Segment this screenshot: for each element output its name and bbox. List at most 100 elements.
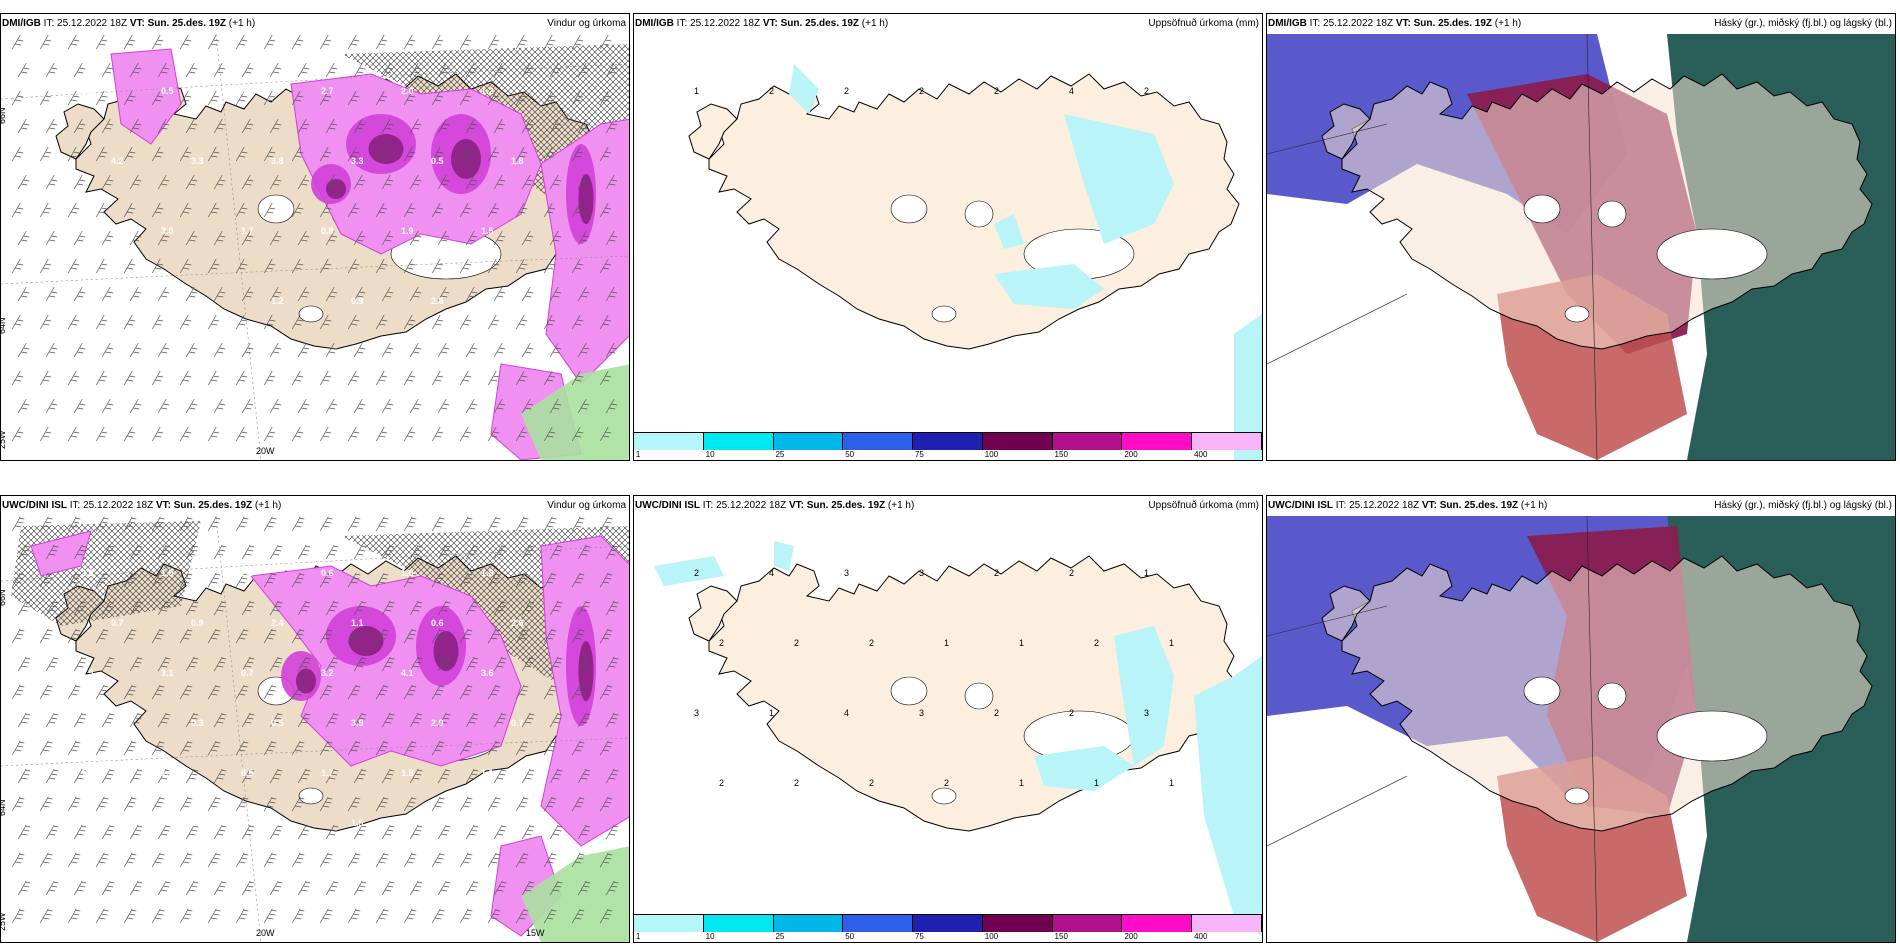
- map-view[interactable]: 2 4 3 3 2 2 1 2 2 2 1 1 2 1 3 1 4 3 2 2 3 2 2 2 2 1 1 1 1 10 25 50 75 100…: [634, 516, 1262, 942]
- precip-value-label: 2.4: [271, 618, 284, 628]
- colorbar-tick-label: 1: [635, 932, 641, 941]
- colorbar-tick-label: 10: [705, 450, 715, 459]
- panel-title: DMI/IGB IT: 25.12.2022 18Z VT: Sun. 25.d…: [1268, 18, 1522, 29]
- map-view[interactable]: [1267, 516, 1895, 942]
- precip-value-label: 1.7: [321, 768, 334, 778]
- accum-value-label: 4: [769, 568, 774, 578]
- panel-uwc-accum: UWC/DINI ISL IT: 25.12.2022 18Z VT: Sun.…: [633, 495, 1263, 943]
- precip-value-label: 1.1: [351, 618, 364, 628]
- panel-dmi-accum: DMI/IGB IT: 25.12.2022 18Z VT: Sun. 25.d…: [633, 13, 1263, 461]
- colorbar-legend: 1 10 25 50 75 100 150 200 400: [634, 432, 1262, 460]
- grid-label: 64N: [1, 799, 7, 816]
- product-label: Háský (gr.), miðský (fj.bl.) og lágský (…: [1714, 500, 1892, 511]
- panel-title: UWC/DINI ISL IT: 25.12.2022 18Z VT: Sun.…: [635, 500, 915, 511]
- grid-label: 64N: [1, 317, 7, 334]
- precip-value-label: 0.5: [431, 156, 444, 166]
- accum-value-label: 2: [869, 638, 874, 648]
- grid-label: 66N: [1, 107, 7, 124]
- accum-value-label: 2: [1069, 568, 1074, 578]
- accum-value-label: 1: [1019, 638, 1024, 648]
- precip-value-label: 3.2: [321, 668, 334, 678]
- accum-value-label: 2: [794, 778, 799, 788]
- precip-value-label: 1.0: [161, 768, 174, 778]
- precip-value-label: 0.7: [241, 668, 254, 678]
- accum-value-label: 2: [769, 86, 774, 96]
- colorbar-swatch: [1192, 433, 1262, 450]
- accum-value-label: 4: [1069, 86, 1074, 96]
- map-canvas: 1 2 2 2 2 4 2: [634, 34, 1262, 460]
- panel-title: UWC/DINI ISL IT: 25.12.2022 18Z VT: Sun.…: [2, 500, 282, 511]
- precip-value-label: 1.9: [401, 226, 414, 236]
- colorbar-swatch: [1052, 433, 1123, 450]
- accum-value-label: 4: [844, 708, 849, 718]
- precip-value-label: 2.0: [431, 818, 444, 828]
- colorbar-swatch: [1122, 915, 1193, 932]
- colorbar-tick-label: 400: [1194, 450, 1208, 459]
- grid-label: 25W: [1, 430, 7, 449]
- accum-value-label: 3: [694, 708, 699, 718]
- colorbar-tick-label: 100: [984, 932, 999, 941]
- product-label: Uppsöfnuð úrkoma (mm): [1148, 500, 1259, 511]
- colorbar-swatch: [703, 433, 774, 450]
- colorbar-tick-label: 100: [984, 450, 999, 459]
- map-canvas: [1267, 34, 1895, 460]
- precip-value-label: 0.3: [401, 868, 414, 878]
- colorbar-tick-label: 75: [914, 450, 924, 459]
- precip-value-label: 1.0: [401, 568, 414, 578]
- accum-value-label: 2: [794, 638, 799, 648]
- precip-value-label: 0.3: [321, 868, 334, 878]
- colorbar-tick-label: 25: [775, 932, 785, 941]
- accum-value-label: 2: [1144, 86, 1149, 96]
- precip-value-label: 1.8: [401, 768, 414, 778]
- precip-value-label: 2.4: [111, 818, 124, 828]
- precip-value-label: 4.2: [111, 156, 124, 166]
- map-view[interactable]: [1267, 34, 1895, 460]
- accum-value-label: 2: [844, 86, 849, 96]
- precip-value-label: 2.9: [431, 718, 444, 728]
- precip-value-label: 2.0: [401, 86, 414, 96]
- precip-value-label: 2.1: [241, 86, 254, 96]
- precip-value-label: 3.1: [161, 668, 174, 678]
- precip-value-label: 1.5: [161, 568, 174, 578]
- accum-value-label: 2: [719, 638, 724, 648]
- map-view[interactable]: 66N 64N 25W 20W 15W 2.9 1.5 2.9 0.6 1.0 1.8 0.7 0.9 2…: [1, 516, 629, 942]
- precip-value-label: 3.0: [161, 226, 174, 236]
- map-view[interactable]: 1 2 2 2 2 4 2 1 10 25 50 75 100 150 200 400: [634, 34, 1262, 460]
- precip-value-label: 0.7: [111, 618, 124, 628]
- accum-value-label: 1: [769, 708, 774, 718]
- panel-header: DMI/IGB IT: 25.12.2022 18Z VT: Sun. 25.d…: [634, 14, 1262, 34]
- precip-value-label: 0.9: [191, 618, 204, 628]
- precip-value-label: 1.3: [241, 868, 254, 878]
- accum-value-label: 3: [919, 568, 924, 578]
- panel-header: DMI/IGB IT: 25.12.2022 18Z VT: Sun. 25.d…: [1267, 14, 1895, 34]
- map-view[interactable]: 66N 64N 25W 20W 1.5 0.5 2.1 2.7 2.0 1.2 4.2 3.3 3.8 3…: [1, 34, 629, 460]
- product-label: Uppsöfnuð úrkoma (mm): [1148, 18, 1259, 29]
- accum-value-label: 2: [944, 778, 949, 788]
- precip-value-label: 2.8: [431, 296, 444, 306]
- precip-value-label: 4.1: [401, 668, 414, 678]
- map-canvas: [1267, 516, 1895, 942]
- precip-value-label: 0.6: [321, 568, 334, 578]
- precip-value-label: 2.3: [111, 296, 124, 306]
- precip-value-label: 0.8: [321, 226, 334, 236]
- colorbar-tick-label: 200: [1124, 932, 1138, 941]
- precip-value-label: 0.3: [511, 818, 524, 828]
- precip-value-label: 0.5: [81, 668, 94, 678]
- colorbar-tick-label: 150: [1054, 450, 1068, 459]
- colorbar-swatch: [703, 915, 774, 932]
- precip-value-label: 1.8: [481, 568, 494, 578]
- colorbar-tick-label: 400: [1194, 932, 1208, 941]
- colorbar-tick-label: 1: [635, 450, 641, 459]
- accum-value-label: 3: [844, 568, 849, 578]
- colorbar-tick-label: 10: [705, 932, 715, 941]
- accum-value-label: 1: [1019, 778, 1024, 788]
- precip-value-label: 1.5: [351, 818, 364, 828]
- precip-value-label: 2.7: [321, 86, 334, 96]
- precip-value-label: 1.4: [81, 768, 94, 778]
- colorbar-tick-label: 200: [1124, 450, 1138, 459]
- precip-value-label: 0.5: [161, 86, 174, 96]
- colorbar-swatch: [1192, 915, 1262, 932]
- precip-value-label: 3.3: [191, 156, 204, 166]
- accum-value-label: 1: [1144, 568, 1149, 578]
- precip-value-label: 1.8: [511, 156, 524, 166]
